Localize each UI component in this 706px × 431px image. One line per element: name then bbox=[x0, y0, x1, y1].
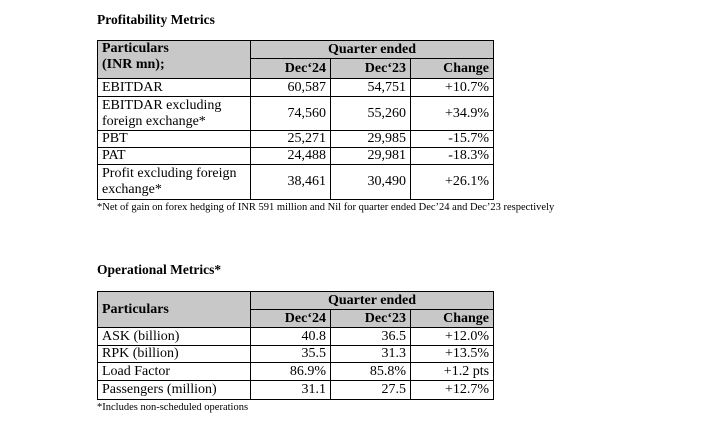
cell: 86.9% bbox=[250, 362, 331, 381]
table-row: PBT 25,271 29,985 -15.7% bbox=[97, 130, 495, 148]
table-row: Load Factor 86.9% 85.8% +1.2 pts bbox=[97, 362, 495, 381]
row-label: Passengers (million) bbox=[97, 380, 251, 400]
cell: +26.1% bbox=[409, 164, 495, 200]
change-header: Change bbox=[409, 309, 495, 328]
cell: +12.7% bbox=[409, 380, 495, 400]
row-label: ASK (billion) bbox=[97, 327, 251, 346]
operational-footnote: *Includes non-scheduled operations bbox=[97, 402, 249, 413]
subheader-row: Dec‘24 Dec‘23 Change bbox=[98, 58, 495, 79]
cell: +10.7% bbox=[409, 78, 495, 97]
profitability-table: Particulars (INR mn); Quarter ended Dec‘2… bbox=[97, 40, 495, 200]
row-label: Profit excluding foreign exchange* bbox=[97, 164, 251, 200]
particulars-header: Particulars bbox=[97, 291, 251, 328]
subheader-row: Dec‘24 Dec‘23 Change bbox=[98, 309, 495, 328]
cell: +34.9% bbox=[409, 96, 495, 131]
table-row: Profit excluding foreign exchange* 38,461… bbox=[97, 164, 495, 200]
header-row: Particulars Quarter ended bbox=[97, 291, 495, 328]
profitability-title: Profitability Metrics bbox=[97, 12, 215, 27]
cell: 31.3 bbox=[330, 345, 411, 363]
cell: 29,985 bbox=[330, 130, 411, 148]
cell: 36.5 bbox=[330, 327, 411, 346]
row-label: PAT bbox=[97, 147, 251, 165]
cell: 38,461 bbox=[250, 164, 331, 200]
cell: 30,490 bbox=[330, 164, 411, 200]
profitability-footnote: *Net of gain on forex hedging of INR 591… bbox=[97, 202, 555, 213]
cell: 60,587 bbox=[250, 78, 331, 97]
table-row: ASK (billion) 40.8 36.5 +12.0% bbox=[97, 327, 495, 346]
dec24-header: Dec‘24 bbox=[250, 309, 331, 328]
header-row: Particulars (INR mn); Quarter ended bbox=[97, 40, 495, 79]
cell: 31.1 bbox=[250, 380, 331, 400]
cell: +13.5% bbox=[409, 345, 495, 363]
row-label: PBT bbox=[97, 130, 251, 148]
table-row: EBITDAR excluding foreign exchange* 74,56… bbox=[97, 96, 495, 131]
dec23-header: Dec‘23 bbox=[330, 309, 411, 328]
operational-title: Operational Metrics* bbox=[97, 262, 222, 277]
change-header: Change bbox=[409, 58, 495, 79]
cell: 29,981 bbox=[330, 147, 411, 165]
quarter-ended-header: Quarter ended bbox=[249, 40, 495, 59]
particulars-header: Particulars (INR mn); bbox=[97, 40, 251, 79]
cell: -15.7% bbox=[409, 130, 495, 148]
cell: 40.8 bbox=[250, 327, 331, 346]
table-row: Passengers (million) 31.1 27.5 +12.7% bbox=[97, 380, 495, 400]
quarter-ended-header: Quarter ended bbox=[249, 291, 495, 310]
row-label: Load Factor bbox=[97, 362, 251, 381]
row-label: RPK (billion) bbox=[97, 345, 251, 363]
dec24-header: Dec‘24 bbox=[250, 58, 331, 79]
cell: 85.8% bbox=[330, 362, 411, 381]
operational-table: Particulars Quarter ended Dec‘24 Dec‘23 … bbox=[97, 291, 495, 400]
cell: +12.0% bbox=[409, 327, 495, 346]
dec23-header: Dec‘23 bbox=[330, 58, 411, 79]
table-row: RPK (billion) 35.5 31.3 +13.5% bbox=[97, 345, 495, 363]
cell: 27.5 bbox=[330, 380, 411, 400]
row-label: EBITDAR bbox=[97, 78, 251, 97]
cell: 35.5 bbox=[250, 345, 331, 363]
cell: +1.2 pts bbox=[409, 362, 495, 381]
cell: 25,271 bbox=[250, 130, 331, 148]
table-row: PAT 24,488 29,981 -18.3% bbox=[97, 147, 495, 165]
cell: 24,488 bbox=[250, 147, 331, 165]
row-label: EBITDAR excluding foreign exchange* bbox=[97, 96, 251, 131]
cell: 55,260 bbox=[330, 96, 411, 131]
cell: 54,751 bbox=[330, 78, 411, 97]
table-row: EBITDAR 60,587 54,751 +10.7% bbox=[97, 78, 495, 97]
cell: 74,560 bbox=[250, 96, 331, 131]
cell: -18.3% bbox=[409, 147, 495, 165]
